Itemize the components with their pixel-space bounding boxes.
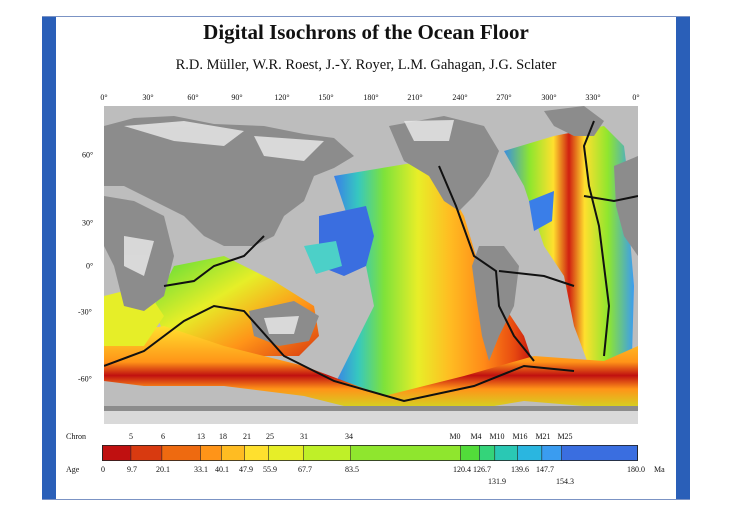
age-scale-segment [479,445,495,461]
age-label: 33.1 [194,465,208,474]
age-scale-segment [561,445,638,461]
age-unit: Ma [654,465,665,474]
lat-label-30n: 30° [82,218,94,228]
age-scale-segment [161,445,201,461]
lon-label-120: 120° [274,93,290,102]
lat-label-30s: -30° [78,307,92,317]
age-label: 120.4 [453,465,471,474]
chron-label: 18 [219,432,227,441]
age-label: 47.9 [239,465,253,474]
age-scale-segment [541,445,562,461]
age-scale-segment [244,445,269,461]
chron-label: 34 [345,432,353,441]
chron-label: M21 [535,432,551,441]
age-label: 0 [101,465,105,474]
figure-authors: R.D. Müller, W.R. Roest, J.-Y. Royer, L.… [175,57,557,73]
lat-label-60n: 60° [82,150,94,160]
chron-title: Chron [66,432,86,441]
age-scale-segment [460,445,480,461]
top-frame-rule [42,16,690,17]
age-scale-segment [350,445,461,461]
south-america-landmass [472,246,519,361]
chron-label: 31 [300,432,308,441]
lon-label-270: 270° [496,93,512,102]
age-scale-segment [221,445,245,461]
lon-label-240: 240° [452,93,468,102]
age-label: 147.7 [536,465,554,474]
right-frame-bar [676,16,690,500]
ocean-floor-age-map [104,106,638,424]
chron-label: 6 [161,432,165,441]
plate-boundaries [104,120,638,403]
chron-label: 13 [197,432,205,441]
chron-label: M25 [557,432,573,441]
lon-label-210: 210° [407,93,423,102]
greenland-landmass [544,106,604,136]
lon-label-0: 0° [100,93,108,102]
chron-label: M0 [449,432,461,441]
left-frame-bar [42,16,56,500]
lon-label-150: 150° [318,93,334,102]
age-label: 83.5 [345,465,359,474]
age-label: 40.1 [215,465,229,474]
chron-label: M4 [470,432,482,441]
age-color-scale [102,445,638,461]
age-label: 67.7 [298,465,312,474]
age-title: Age [66,465,80,474]
age-label: 9.7 [127,465,137,474]
lon-label-330: 330° [585,93,601,102]
chron-label: M10 [489,432,505,441]
age-label: 131.9 [488,477,506,486]
age-label: 180.0 [627,465,645,474]
age-label: 126.7 [473,465,491,474]
chron-label: M16 [512,432,528,441]
chron-label: 5 [129,432,133,441]
age-label: 154.3 [556,477,574,486]
age-scale-segment [200,445,222,461]
lon-label-360: 0° [632,93,640,102]
lon-label-90: 90° [231,93,243,102]
lat-label-60s: -60° [78,374,92,384]
west-africa-landmass [614,156,638,256]
figure-title: Digital Isochrons of the Ocean Floor [203,20,529,44]
age-scale-segment [268,445,304,461]
lat-label-0: 0° [86,261,94,271]
age-scale-border [102,445,638,461]
land-highlights [104,120,638,424]
age-scale-segment [303,445,351,461]
lon-label-30: 30° [142,93,154,102]
age-label: 139.6 [511,465,529,474]
lon-label-60: 60° [187,93,199,102]
chron-label: 25 [266,432,274,441]
lon-label-180: 180° [363,93,379,102]
age-scale-segment [102,445,131,461]
age-scale-segment [130,445,162,461]
age-label: 20.1 [156,465,170,474]
chron-label: 21 [243,432,251,441]
age-scale-segment [494,445,518,461]
lon-label-300: 300° [541,93,557,102]
age-scale-segment [517,445,542,461]
bottom-frame-rule [42,499,690,500]
age-label: 55.9 [263,465,277,474]
